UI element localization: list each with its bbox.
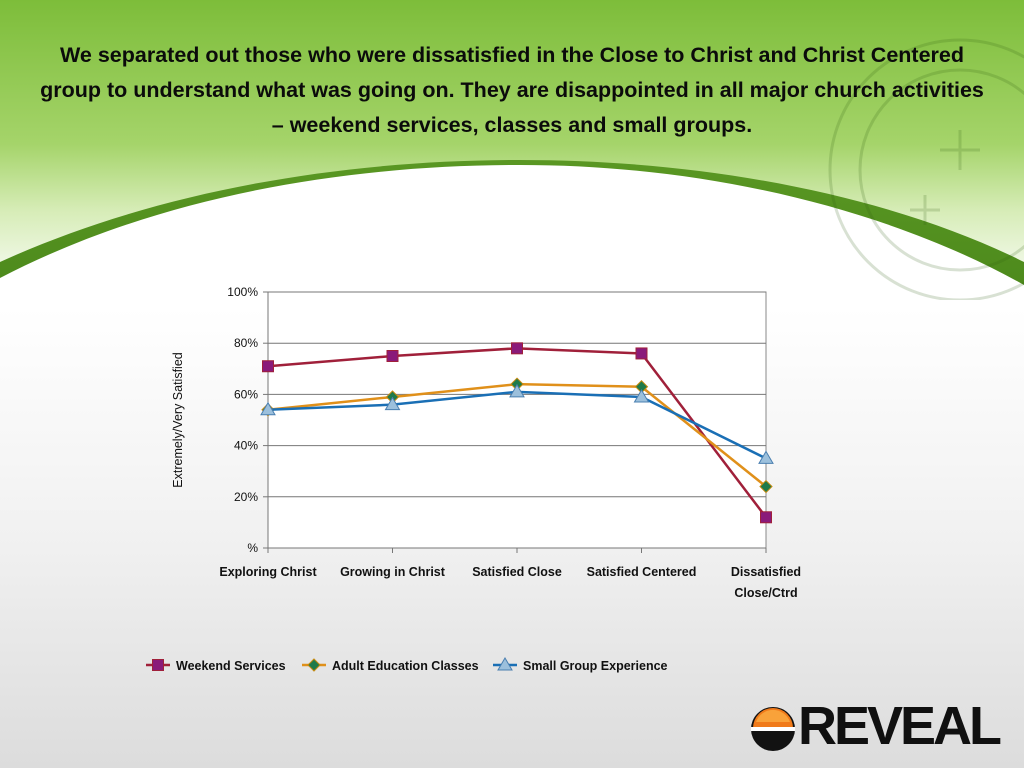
x-axis: Exploring Christ Growing in Christ Satisfi… — [219, 548, 801, 600]
data-point — [262, 360, 274, 373]
series-0 — [262, 342, 772, 524]
data-point — [758, 450, 774, 464]
reveal-logo-text: REVEAL — [798, 696, 1002, 756]
y-tick-label: 80% — [234, 336, 258, 350]
chart-legend: Weekend Services Adult Education Classes S… — [146, 657, 668, 673]
data-point — [384, 396, 401, 411]
seal-watermark-icon — [828, 38, 1024, 300]
legend-label: Adult Education Classes — [332, 659, 479, 673]
reveal-logo-icon — [751, 707, 795, 751]
data-point — [635, 347, 648, 360]
data-point — [759, 479, 773, 494]
y-tick-label: % — [247, 541, 258, 555]
header-banner — [0, 0, 1024, 300]
x-tick-label: Dissatisfied — [731, 565, 801, 579]
x-tick-label: Close/Ctrd — [734, 586, 797, 600]
legend-marker — [497, 657, 513, 671]
y-axis: % 20% 40% 60% 80% 100% — [227, 285, 268, 555]
y-axis-label: Extremely/Very Satisfied — [171, 352, 185, 488]
data-point — [386, 350, 399, 362]
data-point — [760, 511, 772, 524]
y-tick-label: 100% — [227, 285, 258, 299]
legend-marker — [152, 659, 164, 671]
x-tick-label: Exploring Christ — [219, 565, 317, 579]
x-tick-label: Satisfied Centered — [587, 565, 697, 579]
y-tick-label: 20% — [234, 490, 258, 504]
chart-series — [260, 342, 774, 524]
x-tick-label: Growing in Christ — [340, 565, 446, 579]
data-point — [509, 383, 525, 398]
y-tick-label: 40% — [234, 439, 258, 453]
x-tick-label: Satisfied Close — [472, 565, 562, 579]
y-tick-label: 60% — [234, 387, 258, 401]
series-2 — [260, 383, 774, 464]
legend-label: Small Group Experience — [523, 659, 668, 673]
slide-title: We separated out those who were dissatis… — [40, 43, 984, 137]
reveal-logo: REVEAL — [750, 696, 1012, 756]
data-point — [260, 401, 276, 416]
data-point — [511, 342, 523, 355]
legend-label: Weekend Services — [176, 659, 286, 673]
data-point — [633, 388, 650, 403]
legend-marker — [307, 658, 321, 672]
